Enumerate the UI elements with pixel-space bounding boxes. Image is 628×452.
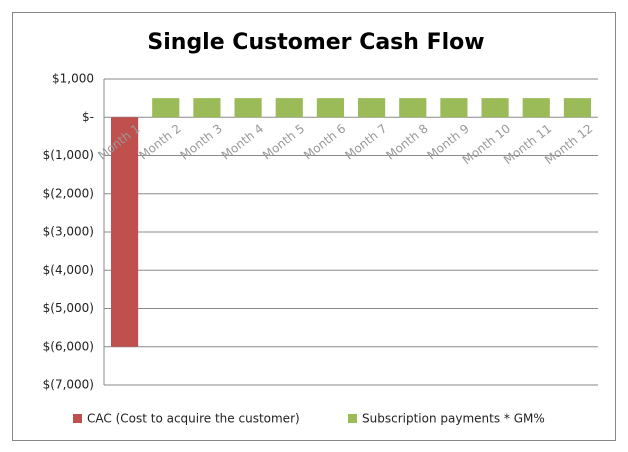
legend-swatch [73,414,82,423]
legend-label: Subscription payments * GM% [362,412,545,426]
y-tick-label: $(2,000) [43,186,94,200]
y-tick-label: $(3,000) [43,225,94,239]
bar [275,98,303,118]
y-tick-label: $(7,000) [43,378,94,392]
bar [316,98,345,118]
chart-border [12,12,616,441]
chart-title: Single Customer Cash Flow [147,30,484,55]
bar [357,98,386,118]
bar [152,98,180,118]
y-tick-label: $(1,000) [43,148,94,162]
bar [193,98,221,118]
bar [563,98,592,118]
legend-swatch [348,414,357,423]
bar [522,98,550,118]
bar [481,98,509,118]
y-tick-label: $1,000 [52,72,94,86]
bar [234,98,262,118]
y-tick-label: $(6,000) [43,339,94,353]
bar [440,98,468,118]
y-tick-label: $(5,000) [43,301,94,315]
legend-label: CAC (Cost to acquire the customer) [87,412,300,426]
y-tick-label: $- [82,110,94,124]
y-tick-label: $(4,000) [43,263,94,277]
bar [110,117,139,347]
bar [399,98,427,118]
